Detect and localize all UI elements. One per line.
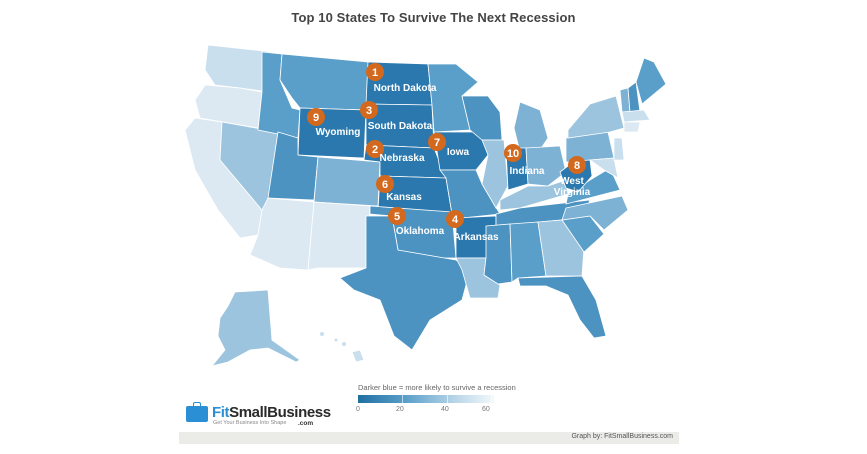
logo-tagline: Get Your Business Into Shape [213,420,287,426]
svg-text:6: 6 [382,179,388,191]
legend-caption: Darker blue = more likely to survive a r… [358,383,516,392]
svg-text:1: 1 [372,67,378,79]
color-legend: Darker blue = more likely to survive a r… [356,383,516,416]
rank-pin-9: 9 [307,108,325,126]
footer-bar: Graph by: FitSmallBusiness.com [179,432,679,444]
state-label-indiana: Indiana [509,166,544,177]
logo-wordmark: FitSmallBusiness [212,404,331,421]
state-alaska[interactable] [210,289,301,367]
legend-ticks: 0 20 40 60 [356,406,494,416]
state-label-south-dakota: South Dakota [368,121,433,132]
logo-domain: .com [298,420,314,427]
svg-text:5: 5 [394,211,400,223]
svg-text:4: 4 [452,214,459,226]
graph-credit: Graph by: FitSmallBusiness.com [571,433,673,440]
state-florida[interactable] [517,275,607,339]
legend-tick: 20 [396,406,404,413]
rank-pin-2: 2 [366,140,384,158]
state-ohio[interactable] [525,145,567,187]
state-connecticut[interactable] [623,121,641,133]
rank-pin-8: 8 [568,156,586,174]
rank-pin-10: 10 [504,144,522,162]
state-texas[interactable] [339,215,471,351]
state-label-iowa: Iowa [447,147,470,158]
rank-pin-5: 5 [388,207,406,225]
svg-text:7: 7 [434,137,440,149]
rank-pin-3: 3 [360,101,378,119]
rank-pin-1: 1 [366,63,384,81]
state-colorado[interactable] [313,156,381,207]
fitsmallbusiness-logo[interactable]: FitSmallBusiness Get Your Business Into … [186,402,331,428]
svg-text:3: 3 [366,105,372,117]
state-hawaii[interactable] [351,349,365,363]
state-missouri[interactable] [439,169,501,219]
state-label-west-virginia-1: West [560,176,584,187]
state-illinois[interactable] [481,139,509,209]
rank-pin-7: 7 [428,133,446,151]
svg-text:10: 10 [507,148,519,160]
state-label-north-dakota: North Dakota [374,83,437,94]
state-alabama[interactable] [509,221,547,283]
svg-text:2: 2 [372,144,378,156]
legend-tick: 40 [441,406,449,413]
state-montana[interactable] [279,53,369,111]
state-new-york[interactable] [567,95,625,139]
state-label-wyoming: Wyoming [316,127,361,138]
legend-gradient-bar [358,395,494,403]
rank-pin-6: 6 [376,175,394,193]
state-new-jersey[interactable] [613,137,625,161]
briefcase-icon [186,402,208,422]
hawaii-island [320,332,324,336]
state-new-mexico[interactable] [307,201,371,271]
state-label-kansas: Kansas [386,192,422,203]
legend-tick: 60 [482,406,490,413]
state-maine[interactable] [635,57,667,105]
svg-text:9: 9 [313,112,319,124]
legend-tick: 0 [356,406,360,413]
rank-pin-4: 4 [446,210,464,228]
state-maryland[interactable] [588,157,619,179]
chart-title: Top 10 States To Survive The Next Recess… [291,10,576,25]
state-massachusetts[interactable] [621,109,651,123]
hawaii-island [342,342,346,346]
state-label-nebraska: Nebraska [379,153,424,164]
state-label-arkansas: Arkansas [453,232,498,243]
state-label-west-virginia-2: Virginia [554,187,591,198]
state-north-carolina[interactable] [561,195,629,231]
hawaii-island [334,338,338,342]
state-michigan[interactable] [513,101,549,153]
svg-text:8: 8 [574,160,580,172]
state-label-oklahoma: Oklahoma [396,226,445,237]
